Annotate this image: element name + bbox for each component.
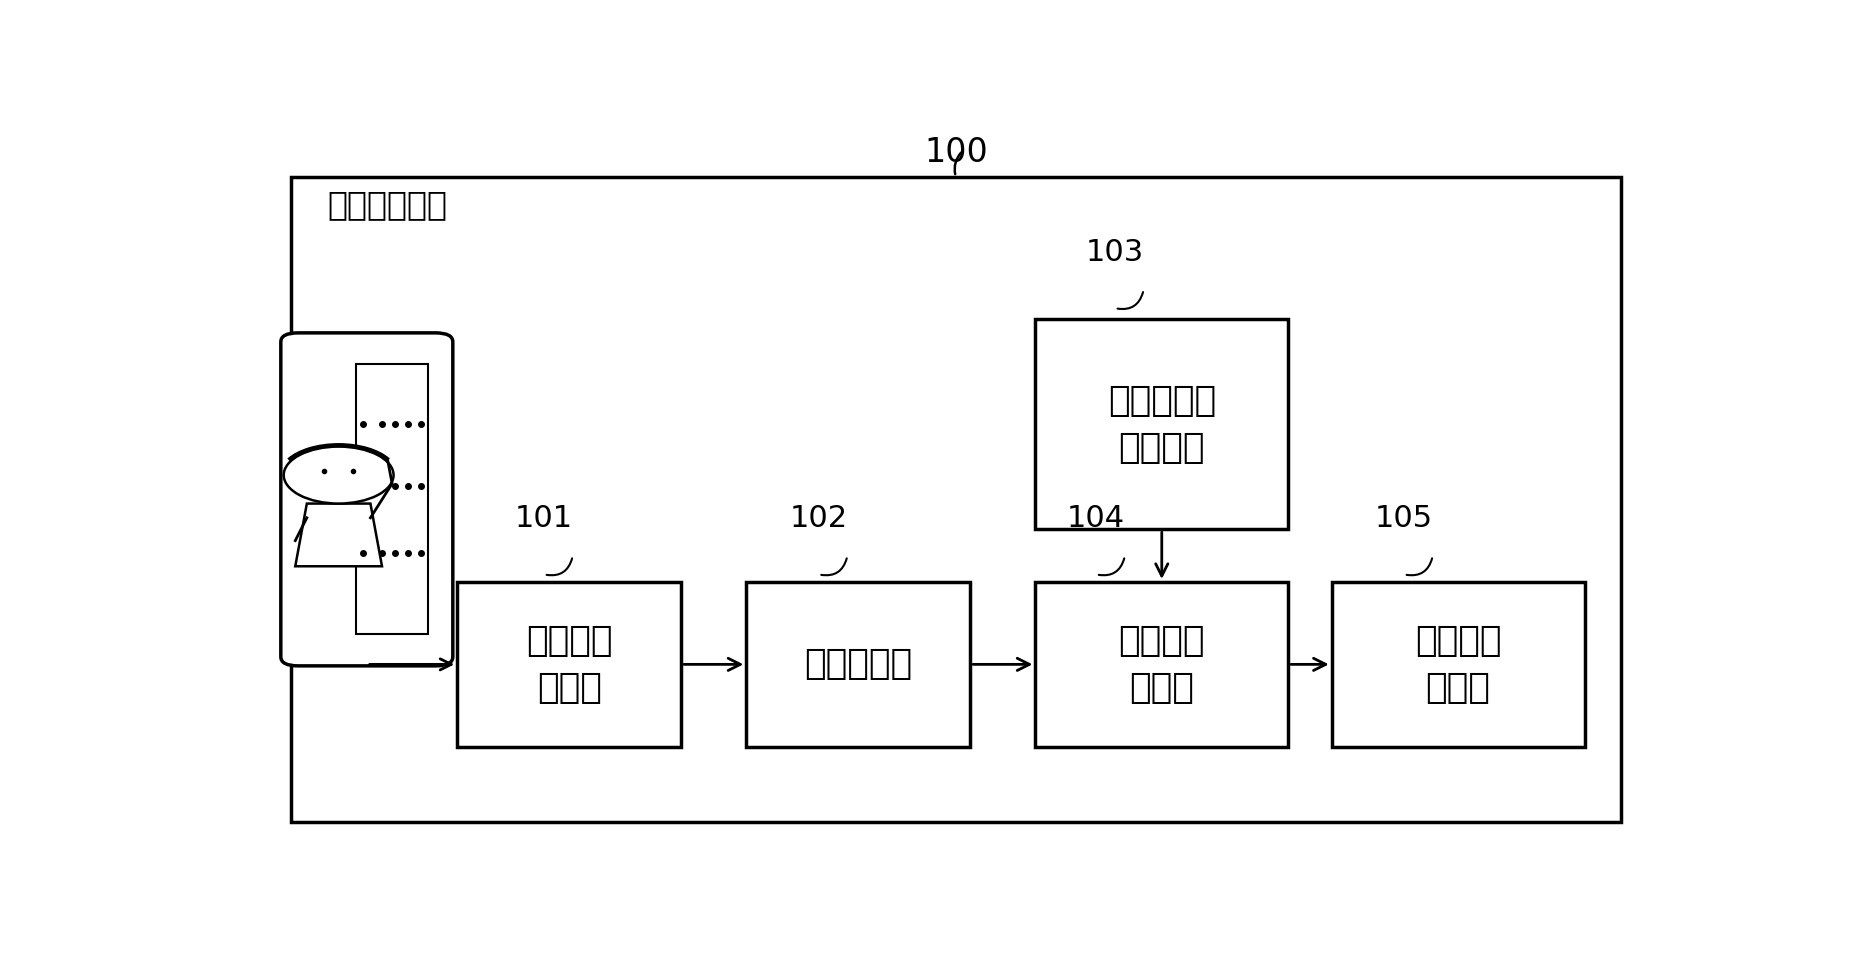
Bar	[1035, 319, 1288, 529]
Text: 105: 105	[1374, 505, 1432, 533]
Text: 视频信息
取得部: 视频信息 取得部	[526, 623, 611, 705]
Circle shape	[283, 446, 393, 504]
Text: 区段标签
赋予部: 区段标签 赋予部	[1415, 623, 1501, 705]
Text: 视频分割部: 视频分割部	[803, 648, 911, 682]
Text: 102: 102	[788, 505, 848, 533]
FancyBboxPatch shape	[281, 333, 453, 666]
Text: 区段标签
选择部: 区段标签 选择部	[1118, 623, 1204, 705]
Text: 100: 100	[923, 135, 988, 169]
Bar	[291, 177, 1620, 822]
Bar	[746, 581, 969, 747]
Polygon shape	[295, 504, 382, 566]
Bar	[457, 581, 680, 747]
Text: 区段标签候
选取得部: 区段标签候 选取得部	[1107, 384, 1215, 466]
Text: 101: 101	[514, 505, 572, 533]
Bar	[1035, 581, 1288, 747]
Bar	[1331, 581, 1584, 747]
Text: 103: 103	[1085, 238, 1143, 267]
Text: 视频分割装置: 视频分割装置	[326, 188, 447, 221]
Text: 104: 104	[1066, 505, 1124, 533]
Bar	[356, 364, 429, 634]
